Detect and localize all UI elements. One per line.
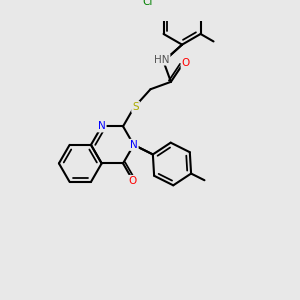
Text: Cl: Cl bbox=[142, 0, 153, 7]
Text: HN: HN bbox=[154, 55, 170, 64]
Text: O: O bbox=[182, 58, 190, 68]
Text: N: N bbox=[98, 122, 106, 131]
Text: N: N bbox=[130, 140, 138, 150]
Text: S: S bbox=[132, 102, 139, 112]
Text: O: O bbox=[128, 176, 136, 186]
